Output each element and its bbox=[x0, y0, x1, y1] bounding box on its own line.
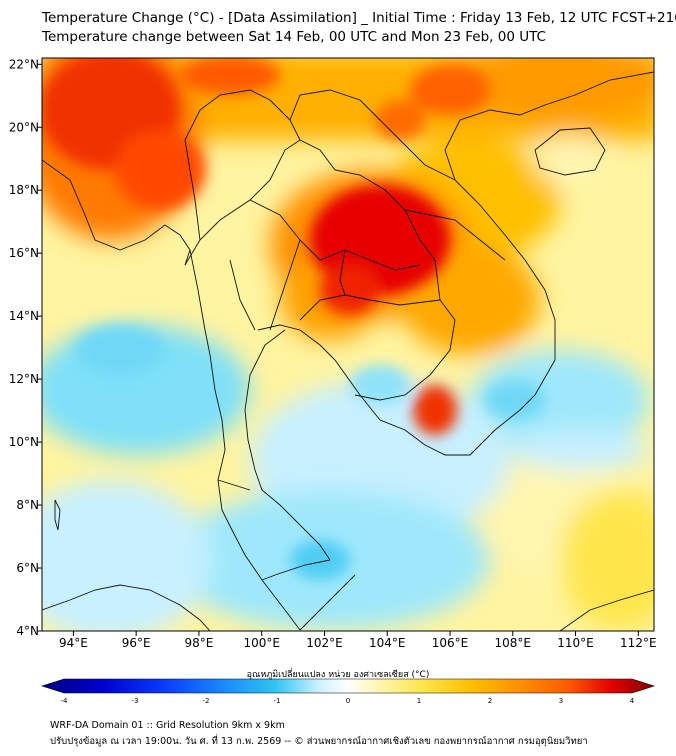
chart-title: Temperature Change (°C) - [Data Assimila… bbox=[42, 10, 676, 26]
footer-model-info: WRF-DA Domain 01 :: Grid Resolution 9km … bbox=[50, 720, 285, 731]
lon-tick-label: 108°E bbox=[495, 636, 532, 650]
coastlines-and-borders bbox=[42, 71, 654, 631]
lat-tick-label: 22°N bbox=[9, 57, 39, 71]
lon-tick-label: 102°E bbox=[306, 636, 343, 650]
longitude-axis: 94°E 96°E 98°E 100°E 102°E 104°E 106°E 108°E 110… bbox=[59, 631, 657, 650]
colorbar-tick-label: 1 bbox=[417, 697, 421, 705]
lon-tick-label: 96°E bbox=[122, 636, 151, 650]
colorbar-tick-label: 3 bbox=[559, 697, 563, 705]
colorbar-tick-label: -2 bbox=[203, 697, 210, 705]
lat-tick-label: 8°N bbox=[16, 498, 39, 512]
colorbar-label: อุณหภูมิเปลี่ยนแปลง หน่วย องศาเซลเซียส (… bbox=[246, 670, 430, 680]
lon-tick-label: 94°E bbox=[59, 636, 88, 650]
lat-tick-label: 12°N bbox=[9, 372, 39, 386]
colorbar: -4 -3 -2 -1 0 1 2 3 4 bbox=[41, 678, 655, 705]
map-frame bbox=[41, 57, 655, 632]
colorbar-ticks: -4 -3 -2 -1 0 1 2 3 4 bbox=[61, 697, 635, 705]
latitude-axis: 22°N 20°N 18°N 16°N 14°N 12°N 10°N 8°N 6°N 4°N bbox=[9, 57, 42, 638]
lon-tick-label: 98°E bbox=[184, 636, 213, 650]
colorbar-tick-label: 4 bbox=[630, 697, 635, 705]
colorbar-tick-label: 0 bbox=[346, 697, 350, 705]
lat-tick-label: 6°N bbox=[16, 561, 39, 575]
colorbar-tick-label: -3 bbox=[132, 697, 139, 705]
lon-tick-label: 112°E bbox=[620, 636, 657, 650]
colorbar-tick-label: -4 bbox=[61, 697, 69, 705]
lat-tick-label: 16°N bbox=[9, 246, 39, 260]
lat-tick-label: 14°N bbox=[9, 309, 39, 323]
lon-tick-label: 104°E bbox=[369, 636, 406, 650]
lon-tick-label: 100°E bbox=[243, 636, 280, 650]
chart-subtitle: Temperature change between Sat 14 Feb, 0… bbox=[42, 29, 546, 45]
lon-tick-label: 110°E bbox=[557, 636, 594, 650]
lat-tick-label: 10°N bbox=[9, 435, 39, 449]
lat-tick-label: 20°N bbox=[9, 120, 39, 134]
temperature-field bbox=[42, 58, 654, 631]
lat-tick-label: 18°N bbox=[9, 183, 39, 197]
colorbar-tick-label: 2 bbox=[488, 697, 492, 705]
colorbar-ramp bbox=[41, 678, 655, 694]
colorbar-tick-label: -1 bbox=[274, 697, 281, 705]
lon-tick-label: 106°E bbox=[432, 636, 469, 650]
lat-tick-label: 4°N bbox=[16, 624, 39, 638]
footer-credit: ปรับปรุงข้อมูล ณ เวลา 19:00น. วัน ศ. ที่… bbox=[50, 736, 588, 747]
